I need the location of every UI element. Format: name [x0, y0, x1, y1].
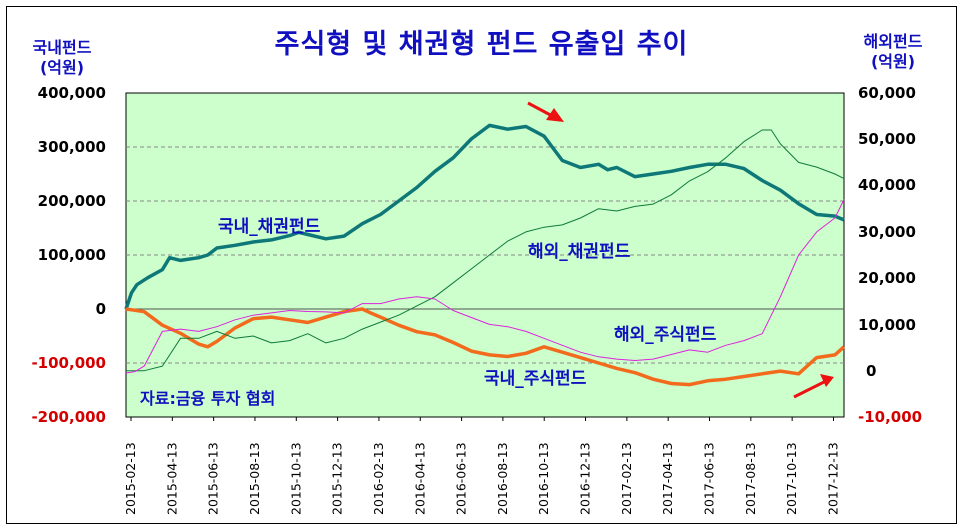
left-axis-unit-line1: 국내펀드	[32, 38, 92, 57]
label-overseas-stock: 해외_주식펀드	[614, 325, 717, 345]
x-tick-label: 2016-06-13	[454, 442, 469, 515]
label-domestic-stock: 국내_주식펀드	[484, 369, 587, 389]
series-line-해외_채권펀드	[126, 129, 845, 372]
right-axis-unit-line2: (억원)	[870, 52, 916, 71]
x-tick-label: 2017-12-13	[825, 442, 840, 515]
label-domestic-bond: 국내_채권펀드	[218, 217, 321, 237]
left-axis-unit: 국내펀드 (억원)	[14, 38, 110, 78]
label-overseas-bond: 해외_채권펀드	[528, 242, 631, 262]
x-tick-label: 2016-02-13	[371, 442, 386, 515]
x-tick-label: 2015-06-13	[206, 442, 221, 515]
x-tick-label: 2015-10-13	[288, 442, 303, 515]
x-tick-label: 2015-02-13	[123, 442, 138, 515]
x-tick-label: 2017-04-13	[660, 442, 675, 515]
right-y-tick: 60,000	[858, 84, 916, 102]
left-y-tick: -100,000	[31, 354, 106, 372]
left-y-tick: 100,000	[37, 246, 106, 264]
right-y-tick: 10,000	[858, 316, 916, 334]
series-line-국내_주식펀드	[125, 307, 846, 387]
red-arrow-up-icon	[793, 374, 834, 399]
right-axis-unit: 해외펀드 (억원)	[843, 32, 943, 72]
x-tick-label: 2016-08-13	[495, 442, 510, 515]
right-axis-unit-line1: 해외펀드	[863, 32, 923, 51]
x-tick-label: 2015-04-13	[164, 442, 179, 515]
grid	[126, 146, 844, 364]
x-tick-label: 2016-04-13	[412, 442, 427, 515]
x-tick-label: 2017-08-13	[743, 442, 758, 515]
right-y-tick: -10,000	[858, 408, 923, 426]
series-line-해외_주식펀드	[125, 199, 845, 374]
right-y-tick: 40,000	[858, 176, 916, 194]
x-tick-label: 2015-12-13	[330, 442, 345, 515]
series-lines	[124, 123, 846, 387]
left-y-tick: -200,000	[31, 408, 106, 426]
x-tick-label: 2016-10-13	[536, 442, 551, 515]
x-tick-label: 2017-10-13	[784, 442, 799, 515]
right-y-tick: 20,000	[858, 269, 916, 287]
x-tick-label: 2017-06-13	[702, 442, 717, 515]
x-tick-label: 2017-02-13	[619, 442, 634, 515]
left-y-tick: 0	[95, 300, 106, 318]
left-y-tick: 300,000	[37, 138, 106, 156]
series-line-국내_채권펀드	[124, 123, 845, 310]
chart-frame	[6, 6, 957, 524]
x-tick-label: 2016-12-13	[578, 442, 593, 515]
left-y-tick: 200,000	[37, 192, 106, 210]
left-y-tick: 400,000	[37, 84, 106, 102]
left-axis-unit-line2: (억원)	[39, 58, 85, 77]
red-arrow-down-icon	[527, 101, 564, 122]
x-tick-label: 2015-08-13	[247, 442, 262, 515]
x-ticks: 2015-02-13 2015-04-13 2015-06-13 2015-08-13…	[123, 417, 840, 515]
right-y-tick: 0	[866, 362, 877, 380]
chart-title: 주식형 및 채권형 펀드 유출입 추이	[274, 29, 689, 60]
right-y-tick: 50,000	[858, 130, 916, 148]
right-y-tick: 30,000	[858, 223, 916, 241]
source-note: 자료:금융 투자 협회	[140, 389, 275, 408]
